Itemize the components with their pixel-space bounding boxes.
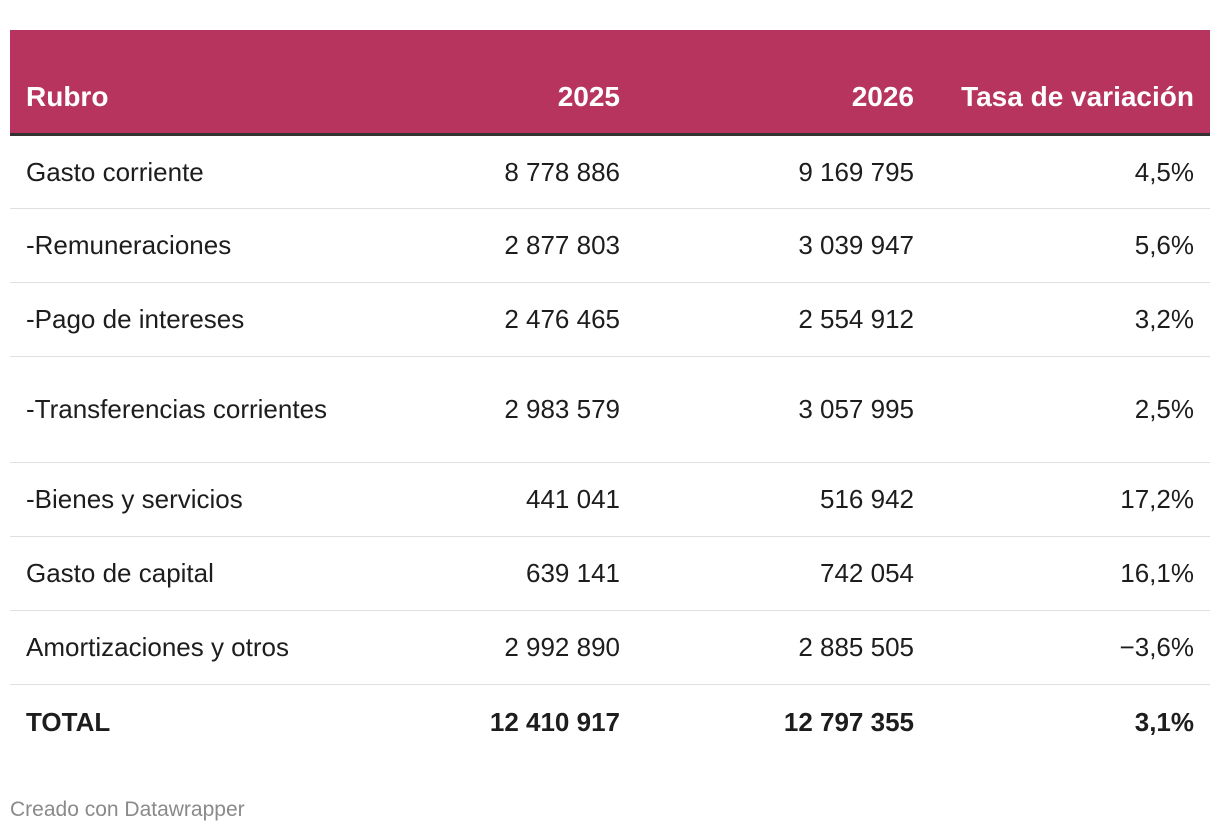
cell-rubro: Amortizaciones y otros [10, 610, 350, 685]
cell-2025: 8 778 886 [350, 134, 636, 209]
cell-2026: 2 885 505 [636, 610, 930, 685]
table-row-total: TOTAL 12 410 917 12 797 355 3,1% [10, 684, 1210, 759]
cell-tasa: 3,2% [930, 282, 1210, 357]
header-2025[interactable]: 2025 [557, 80, 620, 112]
table-body: Gasto corriente 8 778 886 9 169 795 4,5%… [10, 134, 1210, 759]
cell-rubro: -Pago de intereses [10, 282, 350, 357]
data-table: Rubro 2025 2026 Tasa de variación Gasto … [10, 30, 1210, 759]
cell-2025: 12 410 917 [489, 706, 620, 737]
cell-2025: 639 141 [350, 536, 636, 611]
cell-2025: 2 877 803 [350, 208, 636, 283]
cell-rubro: Gasto corriente [10, 134, 350, 209]
cell-tasa: 3,1% [1134, 706, 1194, 737]
table-row: -Transferencias corrientes 2 983 579 3 0… [10, 356, 1210, 463]
table-row: -Remuneraciones 2 877 803 3 039 947 5,6% [10, 208, 1210, 283]
cell-2025: 2 476 465 [350, 282, 636, 357]
header-row: Rubro 2025 2026 Tasa de variación [10, 30, 1210, 134]
table-row: Amortizaciones y otros 2 992 890 2 885 5… [10, 610, 1210, 685]
cell-rubro: Gasto de capital [10, 536, 350, 611]
cell-tasa: 17,2% [930, 462, 1210, 537]
cell-2026: 516 942 [636, 462, 930, 537]
cell-2026: 2 554 912 [636, 282, 930, 357]
cell-2025: 441 041 [350, 462, 636, 537]
cell-tasa: 2,5% [930, 356, 1210, 463]
cell-tasa: 5,6% [930, 208, 1210, 283]
table-header: Rubro 2025 2026 Tasa de variación [10, 30, 1210, 134]
cell-2026: 742 054 [636, 536, 930, 611]
cell-2025: 2 992 890 [350, 610, 636, 685]
data-table-container: Rubro 2025 2026 Tasa de variación Gasto … [10, 30, 1210, 759]
header-2026[interactable]: 2026 [851, 80, 914, 112]
footer-credit[interactable]: Creado con Datawrapper [10, 798, 245, 821]
cell-2026: 12 797 355 [783, 706, 914, 737]
cell-tasa: −3,6% [930, 610, 1210, 685]
cell-2026: 9 169 795 [636, 134, 930, 209]
table-row: -Bienes y servicios 441 041 516 942 17,2… [10, 462, 1210, 537]
table-row: Gasto de capital 639 141 742 054 16,1% [10, 536, 1210, 611]
cell-rubro: TOTAL [26, 706, 111, 737]
cell-rubro: -Bienes y servicios [10, 462, 350, 537]
cell-2026: 3 039 947 [636, 208, 930, 283]
cell-tasa: 16,1% [930, 536, 1210, 611]
cell-tasa: 4,5% [930, 134, 1210, 209]
header-rubro[interactable]: Rubro [26, 80, 109, 112]
cell-2025: 2 983 579 [350, 356, 636, 463]
header-tasa-de-variacion[interactable]: Tasa de variación [961, 80, 1194, 112]
table-row: -Pago de intereses 2 476 465 2 554 912 3… [10, 282, 1210, 357]
table-row: Gasto corriente 8 778 886 9 169 795 4,5% [10, 134, 1210, 209]
cell-rubro: -Transferencias corrientes [10, 356, 350, 463]
cell-2026: 3 057 995 [636, 356, 930, 463]
cell-rubro: -Remuneraciones [10, 208, 350, 283]
